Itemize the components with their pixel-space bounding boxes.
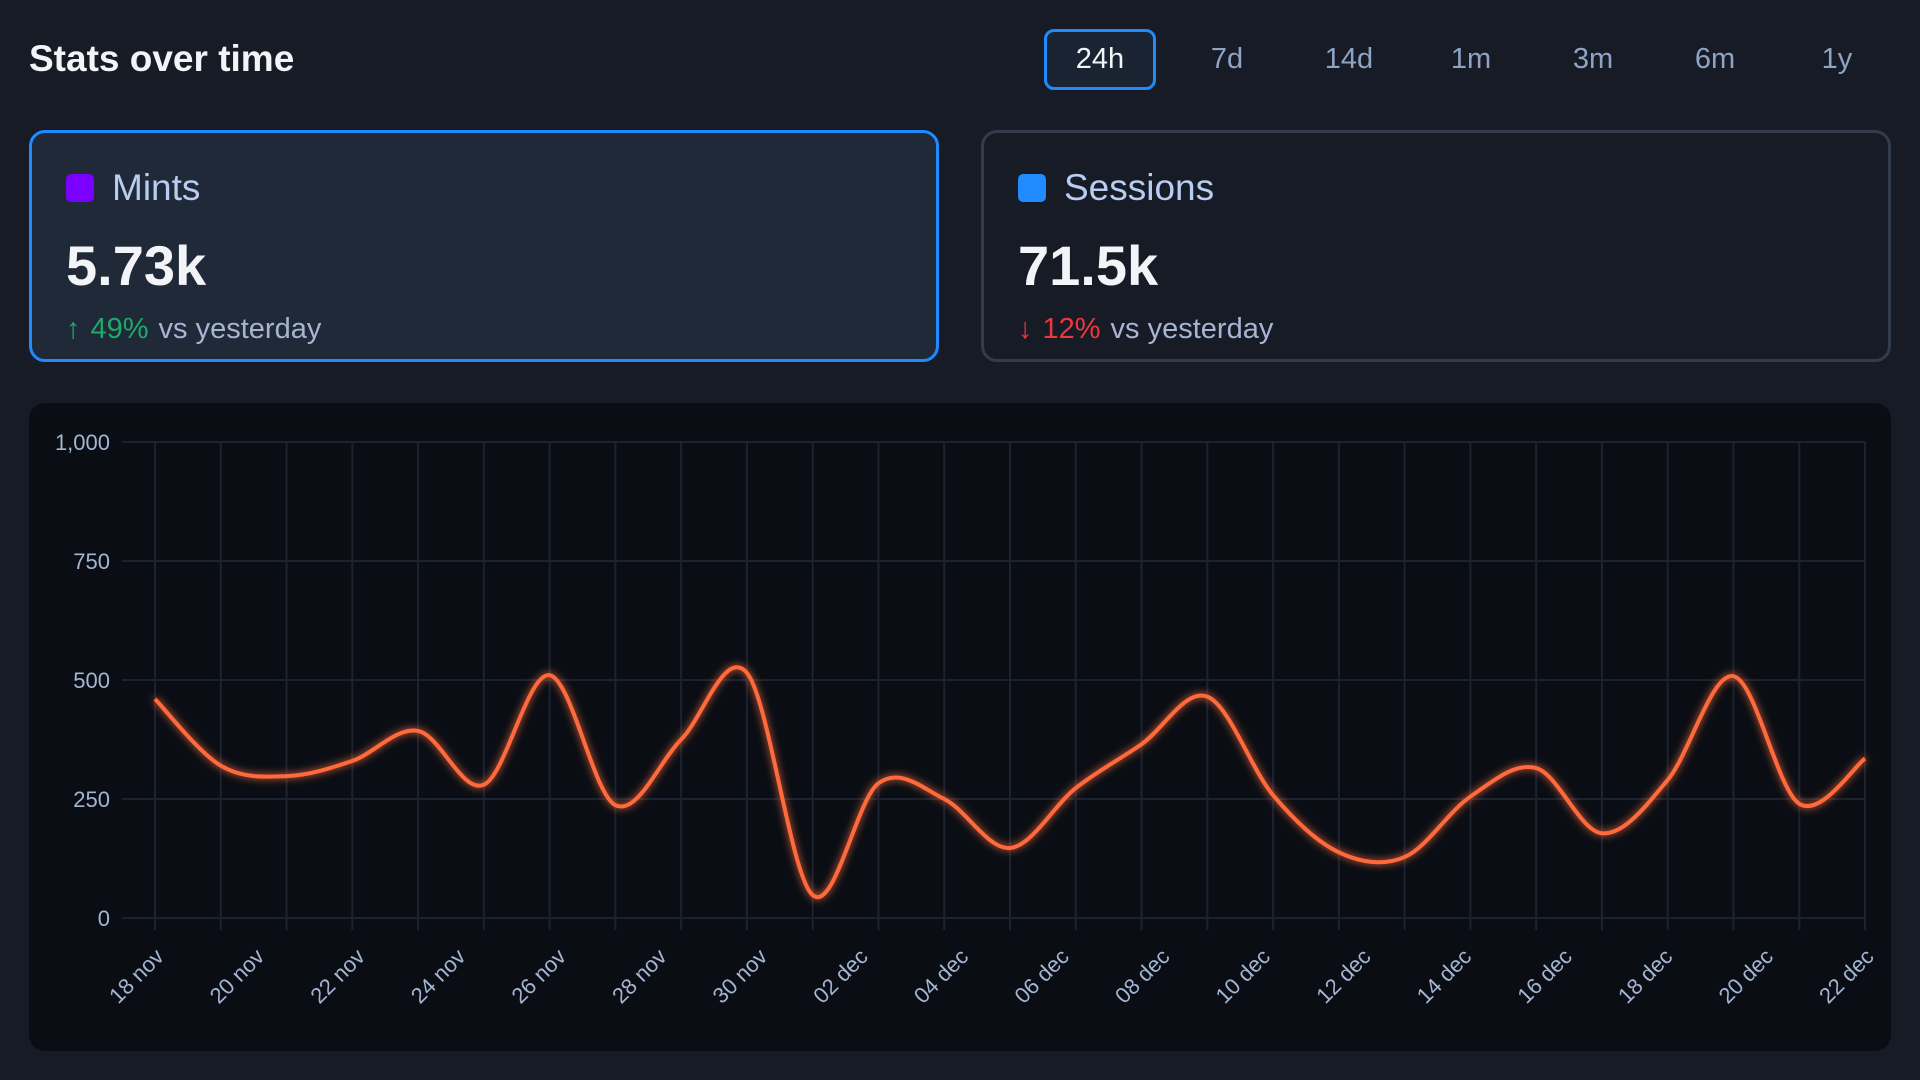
x-tick-label: 04 dec: [909, 944, 973, 1008]
x-tick-label: 20 dec: [1714, 944, 1778, 1008]
x-tick-label: 18 nov: [104, 944, 168, 1008]
metric-label: Sessions: [1064, 167, 1215, 208]
tab-7d[interactable]: 7d: [1210, 43, 1244, 75]
x-tick-label: 26 nov: [506, 944, 570, 1008]
y-tick-label: 0: [98, 906, 110, 931]
x-tick-label: 18 dec: [1613, 944, 1677, 1008]
metric-label: Mints: [112, 167, 201, 208]
x-tick-label: 08 dec: [1110, 944, 1174, 1008]
delta-percent: 49%: [90, 313, 149, 345]
legend-swatch-icon: [66, 174, 94, 202]
delta-percent: 12%: [1042, 313, 1101, 345]
metric-value: 5.73k: [66, 234, 207, 297]
delta-suffix: vs yesterday: [1110, 313, 1274, 345]
page-title: Stats over time: [29, 38, 295, 79]
x-tick-label: 02 dec: [808, 944, 872, 1008]
x-tick-label: 30 nov: [708, 944, 772, 1008]
x-tick-label: 28 nov: [607, 944, 671, 1008]
metric-card-sessions[interactable]: Sessions 71.5k ↓ 12% vs yesterday: [981, 130, 1891, 362]
y-tick-label: 500: [73, 668, 110, 693]
metric-delta: ↓ 12% vs yesterday: [1018, 313, 1273, 346]
chart-panel: 0 250 500 750 1,000 18 nov 20 nov 22 nov 24 nov 2…: [29, 403, 1891, 1051]
metric-label-row: Mints: [66, 167, 200, 209]
tab-14d[interactable]: 14d: [1324, 43, 1374, 75]
x-tick-label: 22 nov: [305, 944, 369, 1008]
metric-delta: ↑ 49% vs yesterday: [66, 313, 321, 346]
x-tick-label: 22 dec: [1814, 944, 1878, 1008]
tab-3m[interactable]: 3m: [1572, 43, 1614, 75]
metric-card-mints[interactable]: Mints 5.73k ↑ 49% vs yesterday: [29, 130, 939, 362]
line-chart: 0 250 500 750 1,000 18 nov 20 nov 22 nov 24 nov 2…: [55, 430, 1879, 1008]
x-tick-label: 24 nov: [406, 944, 470, 1008]
series-line: [153, 665, 1867, 900]
y-tick-label: 250: [73, 787, 110, 812]
time-range-tabs: 24h 7d 14d 1m 3m 6m 1y: [1044, 29, 1898, 90]
tab-1m[interactable]: 1m: [1450, 43, 1492, 75]
tab-6m[interactable]: 6m: [1694, 43, 1736, 75]
arrow-up-icon: ↑: [66, 313, 81, 345]
legend-swatch-icon: [1018, 174, 1046, 202]
x-tick-label: 12 dec: [1311, 944, 1375, 1008]
x-tick-label: 20 nov: [205, 944, 269, 1008]
arrow-down-icon: ↓: [1018, 313, 1033, 345]
y-tick-label: 1,000: [55, 430, 110, 455]
x-tick-label: 06 dec: [1009, 944, 1073, 1008]
metric-label-row: Sessions: [1018, 167, 1214, 209]
tab-24h[interactable]: 24h: [1044, 29, 1156, 90]
x-tick-label: 16 dec: [1512, 944, 1576, 1008]
metric-value: 71.5k: [1018, 234, 1159, 297]
x-tick-label: 14 dec: [1412, 944, 1476, 1008]
x-tick-label: 10 dec: [1211, 944, 1275, 1008]
tab-1y[interactable]: 1y: [1821, 43, 1853, 75]
delta-suffix: vs yesterday: [158, 313, 322, 345]
y-tick-label: 750: [73, 549, 110, 574]
